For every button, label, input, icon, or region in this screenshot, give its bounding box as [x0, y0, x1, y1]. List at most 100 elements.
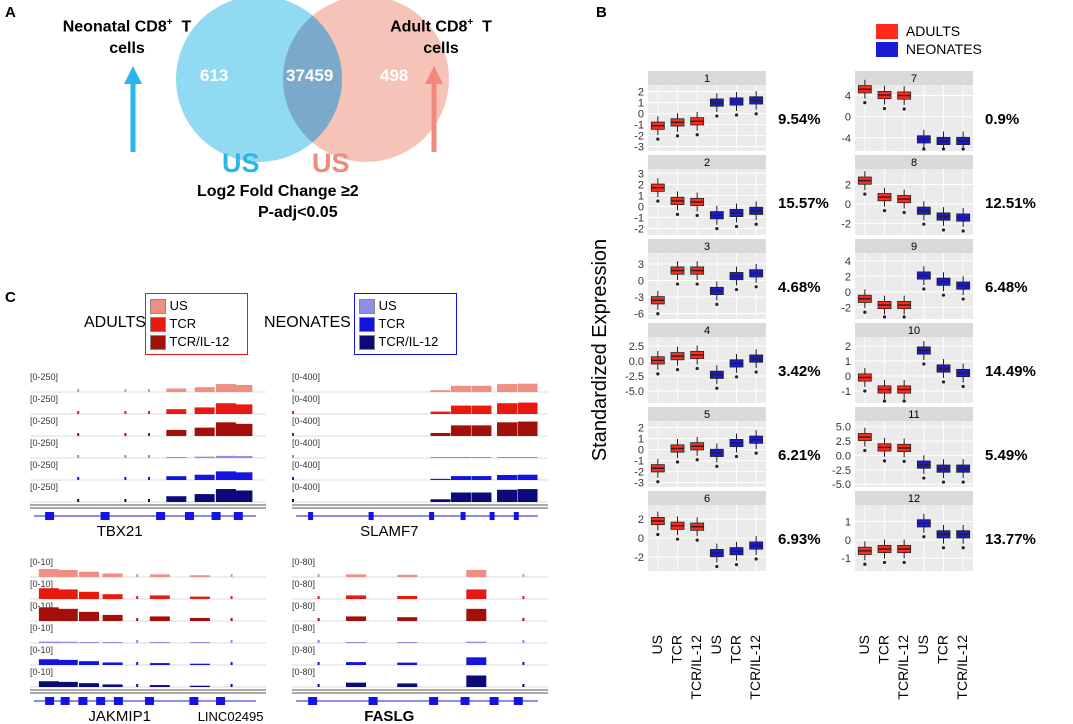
y-tick-label: 5.0 [836, 422, 851, 434]
coverage-peak [232, 404, 253, 414]
outlier-point [902, 459, 906, 464]
cluster-percentage: 6.48% [985, 279, 1028, 296]
cluster-id: 6 [704, 493, 710, 505]
coverage-tick [230, 684, 233, 687]
coverage-tick [77, 389, 80, 392]
outlier-point [656, 312, 660, 316]
gene-name-label-2: LINC02495 [198, 709, 264, 724]
cluster-id: 9 [911, 241, 917, 253]
exon-block [211, 512, 221, 520]
coverage-tick [136, 596, 139, 599]
coverage-tick [148, 411, 150, 414]
coverage-tick [292, 477, 294, 480]
legend-b-neonates: NEONATES [876, 40, 982, 57]
venn-overlap-count: 37459 [286, 66, 334, 85]
coverage-peak [397, 683, 418, 687]
cluster-id: 4 [704, 325, 710, 337]
coverage-tick [317, 618, 320, 621]
coverage-tick [292, 455, 294, 458]
x-tick-label: TCR [669, 635, 685, 664]
exon-block [513, 697, 523, 705]
coverage-peak [194, 474, 215, 480]
coverage-peak [517, 489, 538, 502]
strip [855, 491, 973, 505]
exon-block [489, 697, 499, 705]
y-tick-label: -1 [634, 212, 644, 224]
coverage-tick [230, 574, 233, 577]
coverage-tick [522, 596, 525, 599]
strip [648, 407, 766, 421]
strip [648, 239, 766, 253]
coverage-peak [38, 569, 59, 577]
coverage-peak [166, 388, 187, 392]
coverage-peak [38, 681, 59, 687]
exon-block [113, 697, 123, 705]
cluster-panel-9: 9 4 2 0 -2 6.48% [841, 239, 1028, 319]
coverage-peak [471, 405, 492, 414]
coverage-tick [77, 411, 80, 414]
legend-item-adult-tcr: TCR [150, 315, 229, 333]
track-block-faslg: [0-80] [0-80] [0-80] [0-80] [0-80] [0-80] FASL… [292, 557, 548, 724]
legend-c-neonate-items: US TCR TCR/IL-12 [359, 297, 438, 351]
y-tick-label: -2 [634, 552, 644, 564]
plot-bg [648, 169, 766, 235]
coverage-peak [149, 595, 170, 599]
y-tick-label: 0 [845, 287, 851, 299]
legend-item-neonate-us: US [359, 297, 438, 315]
coverage-peak [430, 499, 451, 502]
y-tick-label: 1 [845, 517, 851, 529]
outlier-point [656, 480, 660, 484]
plot-bg [855, 421, 973, 487]
coverage-tick [124, 411, 127, 414]
coverage-peak [215, 403, 236, 414]
cluster-percentage: 4.68% [778, 279, 821, 296]
coverage-peak [166, 476, 187, 480]
coverage-peak [497, 403, 518, 414]
outlier-point [695, 366, 699, 371]
strip [648, 323, 766, 337]
exon-block [368, 512, 374, 520]
outlier-point [675, 282, 680, 286]
track-range-label: [0-80] [292, 579, 315, 589]
coverage-peak [346, 616, 366, 621]
coverage-peak [102, 684, 123, 687]
y-tick-label: 2 [638, 179, 644, 191]
outlier-point [863, 562, 867, 566]
exon-block [45, 512, 55, 520]
coverage-peak [149, 663, 170, 665]
coverage-peak [102, 594, 123, 599]
y-tick-label: -4 [841, 133, 851, 145]
x-tick-label: TCR [935, 635, 951, 664]
outlier-point [902, 107, 906, 111]
coverage-tick [522, 618, 525, 621]
y-tick-label: 2 [845, 341, 851, 353]
y-tick-label: -1 [841, 386, 851, 398]
track-range-label: [0-80] [292, 667, 315, 677]
y-tick-label: 1 [638, 434, 644, 446]
y-tick-label: -1 [841, 553, 851, 565]
exon-block [460, 697, 470, 705]
coverage-tick [292, 499, 294, 502]
coverage-tick [136, 662, 139, 665]
outlier-point [961, 480, 965, 484]
cluster-id: 11 [908, 409, 919, 421]
coverage-peak [194, 387, 215, 392]
venn-diagram [124, 0, 449, 162]
x-tick-label: US [915, 635, 931, 654]
cluster-id: 7 [911, 73, 917, 85]
exon-block [429, 697, 439, 705]
coverage-peak [517, 402, 538, 414]
outlier-point [863, 101, 867, 105]
track-range-label: [0-250] [30, 372, 58, 382]
coverage-peak [215, 455, 236, 458]
outlier-point [675, 368, 680, 372]
track-range-label: [0-400] [292, 460, 320, 470]
coverage-tick [124, 389, 127, 392]
outlier-point [882, 399, 887, 403]
coverage-tick [136, 684, 139, 687]
coverage-peak [497, 457, 518, 458]
coverage-tick [522, 640, 525, 643]
x-tick-label: US [649, 635, 665, 654]
coverage-peak [79, 661, 99, 665]
coverage-tick [292, 433, 294, 436]
